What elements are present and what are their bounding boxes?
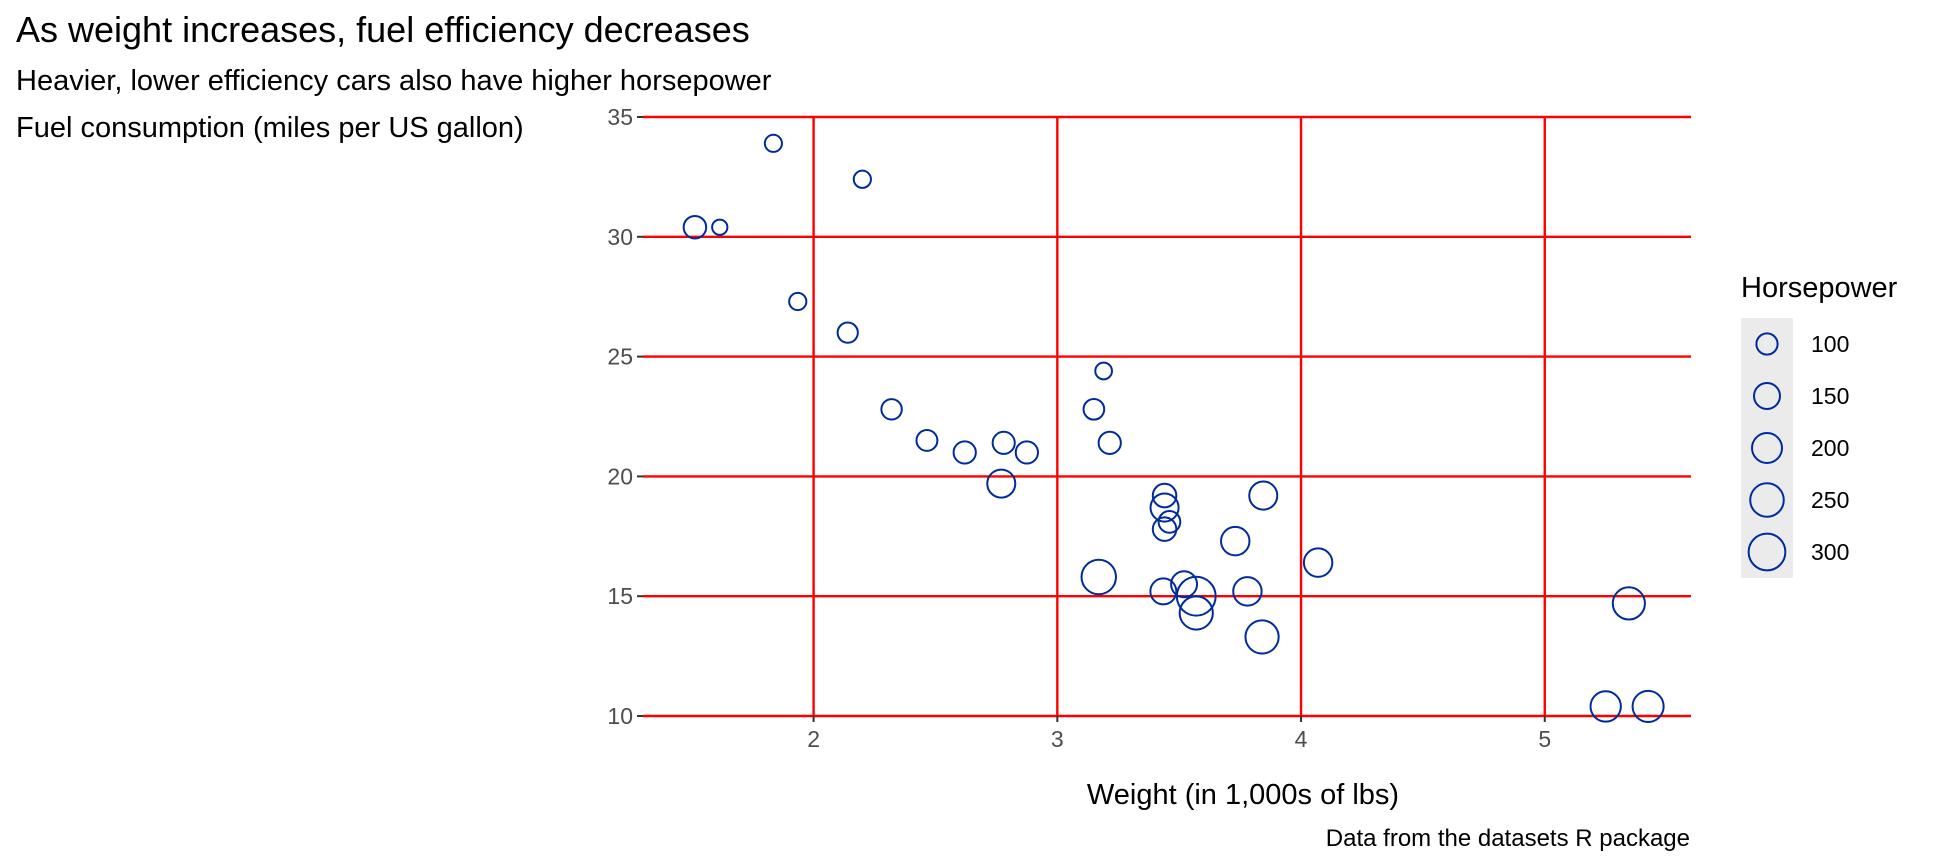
legend-key-label: 250 [1811,487,1849,513]
x-axis-label: Weight (in 1,000s of lbs) [1087,779,1399,811]
x-tick-label: 5 [1538,726,1551,752]
data-point [1611,586,1646,621]
data-point [1220,525,1251,557]
y-axis-label: Fuel consumption (miles per US gallon) [16,112,524,144]
data-point [788,291,808,312]
legend-key-label: 200 [1811,435,1849,461]
legend: Horsepower 100 150 200 250 300 [1741,272,1898,578]
data-point [1232,576,1263,607]
data-point [880,398,903,421]
y-tick-label: 30 [607,224,633,250]
data-point [1149,577,1178,606]
y-tick-label: 15 [607,583,633,609]
legend-keys: 100 150 200 250 300 [1741,318,1849,578]
data-point [1151,516,1178,542]
legend-key-label: 300 [1811,539,1849,565]
y-tick-label: 35 [607,104,633,130]
x-tick-label: 2 [807,726,820,752]
data-point [1151,482,1178,509]
data-point [986,468,1017,499]
data-point [1094,361,1113,381]
data-point [915,429,939,452]
legend-key-circle [1749,482,1785,518]
y-tick-label: 10 [607,703,633,729]
y-tick-label: 25 [607,344,633,370]
data-point [1178,595,1214,631]
data-point [991,430,1016,455]
chart-caption: Data from the datasets R package [1326,825,1690,852]
data-point [852,169,872,189]
data-point [1175,575,1217,617]
data-point [711,218,729,236]
data-point [1082,397,1106,421]
y-tick-label: 20 [607,463,633,489]
legend-key-label: 100 [1811,331,1849,357]
data-point [1080,558,1117,596]
data-point [1302,547,1334,578]
data-point [1244,619,1280,655]
data-point [1589,690,1622,723]
legend-title: Horsepower [1741,272,1898,304]
data-point [682,214,708,240]
legend-key-circle [1751,432,1783,464]
data-point [1248,480,1279,511]
data-point [836,321,859,344]
chart-subtitle: Heavier, lower efficiency cars also have… [16,65,772,97]
chart-title: As weight increases, fuel efficiency dec… [16,9,750,50]
legend-key-background [1741,318,1793,578]
data-point [1014,440,1039,465]
data-point [1157,510,1182,534]
axes: 10 15 20 25 30 35 2 3 4 5 [607,104,1551,752]
grid-lines [643,115,1691,718]
legend-key-circle [1747,532,1787,572]
data-point [1631,689,1665,723]
legend-key-label: 150 [1811,383,1849,409]
data-point [1097,430,1122,455]
data-point [952,440,977,465]
legend-key-circle [1753,382,1781,410]
data-point [1149,492,1180,523]
data-point [1170,570,1199,599]
x-tick-label: 3 [1051,726,1064,752]
x-tick-label: 4 [1295,726,1308,752]
legend-key-circle [1755,332,1779,356]
data-point [763,133,783,153]
data-points [682,133,1665,723]
